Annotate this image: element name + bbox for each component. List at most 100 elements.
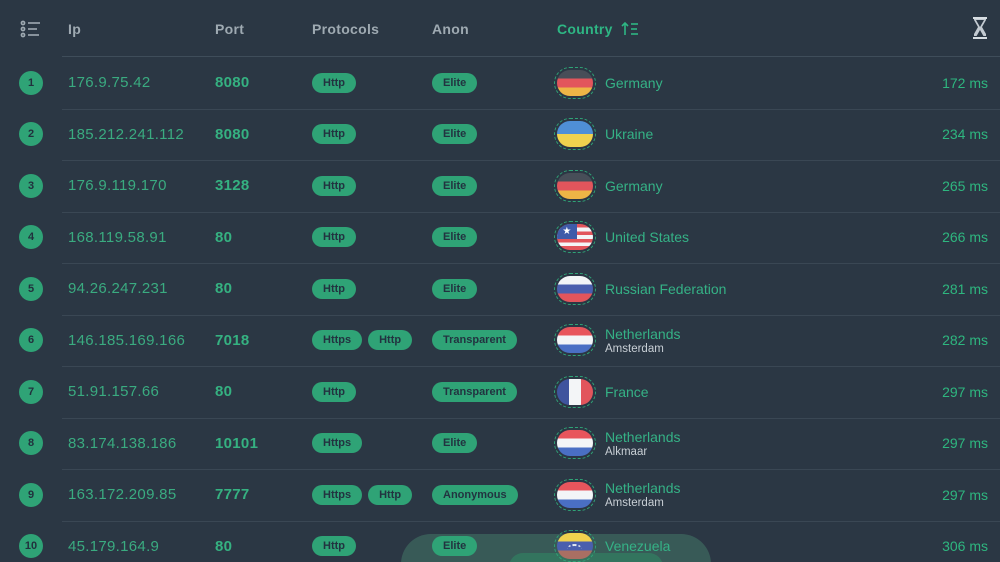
ip-value: 168.119.58.91 [68,228,167,246]
anon-badge: Elite [432,278,478,299]
list-icon [20,19,42,39]
city-name: Alkmaar [605,445,648,458]
anon-pill-cell: Elite [426,124,551,145]
anon-pill-cell: Transparent [426,330,551,351]
row-index-badge: 2 [19,122,43,147]
column-header-ip[interactable]: Ip [68,20,82,37]
country-flag-icon [554,324,596,357]
column-header-country-label: Country [557,20,613,37]
protocol-badge: Https [312,330,363,351]
protocol-badge: Http [312,124,356,145]
protocol-pills: Http [306,227,426,248]
country-name: France [605,383,649,400]
country-name: Netherlands [605,325,681,342]
port-value: 8080 [215,125,250,143]
row-index-badge: 9 [19,482,43,507]
row-index-badge: 8 [19,431,43,456]
column-header-country[interactable]: Country [551,21,908,37]
port-value: 3128 [215,177,250,195]
ip-value: 45.179.164.9 [68,537,160,555]
country-flag-icon [554,530,596,562]
table-row[interactable]: 10 45.179.164.9 80 Http Elite Venezuela … [0,520,1000,562]
sort-ascending-icon [621,21,639,37]
port-value: 7018 [215,331,250,349]
anon-badge: Elite [432,536,478,557]
anon-badge: Anonymous [432,484,518,505]
anon-pill-cell: Elite [426,433,551,454]
latency-value: 306 ms [942,538,988,555]
ip-value: 146.185.169.166 [68,331,186,349]
latency-value: 281 ms [942,280,988,297]
list-view-button[interactable] [20,19,42,39]
port-value: 80 [215,280,233,298]
anon-badge: Elite [432,433,478,454]
column-header-anon[interactable]: Anon [432,20,469,37]
country-flag-icon [554,272,596,305]
row-index-badge: 5 [19,276,43,301]
country-name: Germany [605,74,663,91]
protocol-badge: Https [312,484,363,505]
protocol-pills: Http [306,278,426,299]
country-name: United States [605,229,690,246]
anon-badge: Elite [432,175,478,196]
table-row[interactable]: 1 176.9.75.42 8080 Http Elite Germany 17… [0,57,1000,109]
table-header: Ip Port Protocols Anon Country [0,0,1000,57]
hourglass-button[interactable] [972,16,988,41]
anon-pill-cell: Anonymous [426,484,551,505]
column-header-protocols[interactable]: Protocols [312,20,380,37]
table-row[interactable]: 2 185.212.241.112 8080 Http Elite Ukrain… [0,108,1000,161]
ip-value: 185.212.241.112 [68,125,184,143]
port-value: 8080 [215,74,250,92]
protocol-badge: Https [312,433,363,454]
protocol-badge: Http [312,175,356,196]
table-row[interactable]: 6 146.185.169.166 7018 Https Http Transpa… [0,314,1000,367]
latency-value: 234 ms [942,126,988,143]
protocol-pills: Http [306,536,426,557]
column-header-port[interactable]: Port [215,20,245,37]
port-value: 10101 [215,434,259,452]
port-value: 80 [215,228,233,246]
anon-badge: Elite [432,124,478,145]
protocol-badge: Http [368,330,413,351]
anon-badge: Elite [432,72,478,93]
country-flag-icon [554,66,596,99]
ip-value: 163.172.209.85 [68,486,177,504]
country-name: Venezuela [605,538,671,555]
protocol-pills: Http [306,175,426,196]
protocol-pills: Http [306,381,426,402]
latency-value: 266 ms [942,229,988,246]
city-name: Amsterdam [605,497,664,510]
protocol-pills: Https Http [306,330,426,351]
anon-pill-cell: Transparent [426,381,551,402]
row-index-badge: 6 [19,328,43,353]
country-name: Ukraine [605,126,654,143]
table-row[interactable]: 9 163.172.209.85 7777 Https Http Anonymou… [0,469,1000,521]
country-flag-icon [554,478,596,511]
table-row[interactable]: 5 94.26.247.231 80 Http Elite Russian Fe… [0,263,1000,315]
port-value: 80 [215,383,233,401]
latency-value: 297 ms [942,486,988,503]
latency-value: 297 ms [942,435,988,452]
protocol-badge: Http [312,72,356,93]
row-index-badge: 7 [19,379,43,404]
protocol-badge: Http [368,484,413,505]
table-row[interactable]: 8 83.174.138.186 10101 Https Elite Nethe… [0,417,1000,470]
row-index-badge: 4 [19,225,43,250]
table-row[interactable]: 7 51.91.157.66 80 Http Transparent Franc… [0,366,1000,418]
port-value: 7777 [215,486,250,504]
protocol-pills: Http [306,72,426,93]
protocol-pills: Http [306,124,426,145]
anon-pill-cell: Elite [426,175,551,196]
row-index-badge: 3 [19,173,43,198]
latency-value: 297 ms [942,383,988,400]
protocol-pills: Https [306,433,426,454]
anon-pill-cell: Elite [426,72,551,93]
table-row[interactable]: 4 168.119.58.91 80 Http Elite United Sta… [0,211,1000,264]
anon-badge: Elite [432,227,478,248]
table-row[interactable]: 3 176.9.119.170 3128 Http Elite Germany … [0,160,1000,212]
country-flag-icon [554,221,596,254]
latency-value: 282 ms [942,332,988,349]
protocol-badge: Http [312,536,356,557]
latency-value: 265 ms [942,177,988,194]
protocol-pills: Https Http [306,484,426,505]
